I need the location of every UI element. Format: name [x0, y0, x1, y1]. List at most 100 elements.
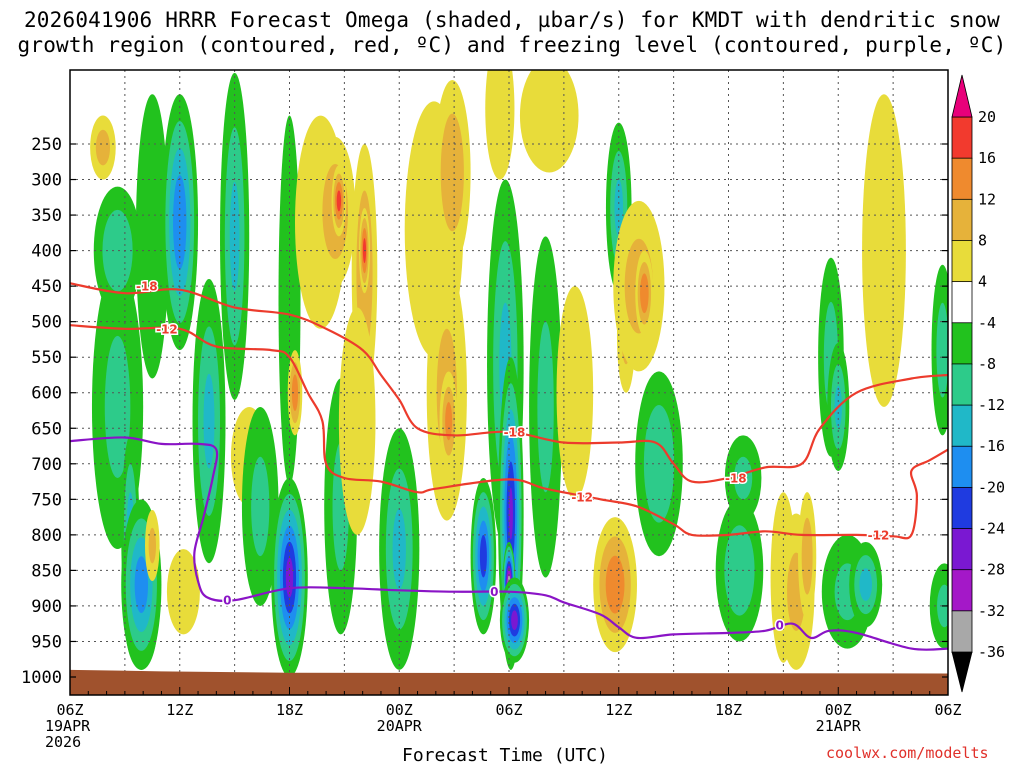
omega-contour-fill	[508, 487, 513, 540]
omega-cell	[135, 94, 169, 379]
x-tick-label: 2026	[45, 733, 81, 751]
colorbar-band	[951, 445, 973, 489]
x-tick-label: 18Z	[715, 701, 742, 719]
omega-cell	[379, 428, 420, 670]
colorbar-top-arrow	[951, 74, 973, 118]
colorbar-band	[951, 198, 973, 242]
omega-cell	[485, 70, 515, 180]
omega-cell	[593, 517, 637, 653]
isotherm-minus12-label: -12	[868, 528, 890, 542]
colorbar-band	[951, 363, 973, 406]
omega-contour-fill	[519, 70, 579, 173]
freezing-level-line-label: 0	[776, 619, 784, 633]
omega-contour-fill	[148, 527, 157, 564]
colorbar-tick-label: -8	[978, 355, 996, 373]
x-tick-label: 00Z	[386, 701, 413, 719]
omega-cell	[220, 72, 250, 400]
omega-contour-fill	[95, 129, 111, 166]
omega-cell	[161, 94, 199, 351]
y-tick-label: 250	[31, 135, 62, 155]
colorbar-band	[951, 569, 973, 612]
y-tick-label: 900	[31, 597, 62, 617]
y-tick-label: 400	[31, 242, 62, 262]
isotherm-minus12-label: -12	[571, 491, 593, 505]
omega-contour-fill	[251, 456, 270, 557]
omega-contour-fill	[936, 302, 948, 398]
x-axis-label: Forecast Time (UTC)	[402, 745, 608, 766]
colorbar-tick-label: 8	[978, 231, 987, 249]
omega-cell	[849, 542, 883, 628]
omega-cell	[331, 165, 347, 237]
isotherm-minus18	[70, 282, 948, 484]
omega-cell	[499, 577, 530, 663]
omega-contour-fill	[203, 373, 215, 469]
y-tick-label: 950	[31, 632, 62, 652]
omega-contour-fill	[135, 94, 169, 379]
y-tick-label: 1000	[21, 668, 62, 688]
freezing-level-line-label: 0	[223, 594, 231, 608]
y-tick-label: 750	[31, 490, 62, 510]
omega-contour-fill	[173, 175, 187, 270]
omega-contour-fill	[859, 568, 872, 602]
colorbar-tick-label: -20	[978, 478, 1005, 496]
omega-contour-fill	[511, 610, 518, 630]
omega-cell	[724, 435, 762, 521]
isotherm-minus18-label: -18	[504, 425, 526, 439]
isotherm-minus18-label: -18	[136, 280, 158, 294]
y-tick-label: 850	[31, 561, 62, 581]
x-tick-label: 06Z	[56, 701, 83, 719]
y-tick-label: 650	[31, 419, 62, 439]
omega-cell	[90, 115, 116, 180]
omega-contour-fill	[134, 556, 149, 614]
x-tick-label: 06Z	[495, 701, 522, 719]
colorbar-band	[951, 116, 973, 160]
omega-contour-fill	[336, 190, 342, 212]
omega-contour-fill	[801, 517, 813, 595]
omega-cell	[529, 236, 563, 578]
omega-cell	[241, 406, 279, 606]
colorbar-band	[951, 404, 973, 448]
colorbar-band	[951, 322, 973, 365]
chart-title: 2026041906 HRRR Forecast Omega (shaded, …	[0, 8, 1024, 58]
omega-cell	[271, 478, 308, 678]
colorbar-band	[951, 157, 973, 201]
x-tick-label: 00Z	[825, 701, 852, 719]
colorbar-tick-label: -12	[978, 396, 1005, 414]
colorbar-tick-label: 16	[978, 149, 996, 167]
isotherm-minus12-label: -12	[156, 322, 178, 336]
omega-contour-fill	[485, 70, 515, 180]
omega-contour-fill	[724, 525, 755, 616]
omega-cell	[287, 350, 303, 436]
y-tick-label: 800	[31, 526, 62, 546]
colorbar-band	[951, 240, 973, 283]
x-tick-label: 20APR	[377, 717, 423, 735]
omega-shading	[90, 70, 948, 678]
y-tick-label: 450	[31, 277, 62, 297]
omega-cell	[798, 492, 817, 621]
colorbar-tick-label: -28	[978, 561, 1005, 579]
omega-contour-fill	[102, 209, 133, 292]
y-tick-label: 300	[31, 171, 62, 191]
colorbar-tick-label: -36	[978, 643, 1005, 661]
colorbar-tick-label: 12	[978, 190, 996, 208]
omega-contour-fill	[537, 321, 554, 493]
y-tick-label: 500	[31, 313, 62, 333]
title-line-2: growth region (contoured, red, ºC) and f…	[17, 33, 1007, 57]
omega-contour-fill	[440, 113, 464, 232]
omega-contour-fill	[229, 181, 240, 291]
omega-contour-fill	[392, 508, 406, 590]
colorbar-tick-label: 4	[978, 273, 987, 291]
omega-contour-fill	[605, 555, 625, 614]
omega-contour-fill	[614, 179, 624, 237]
title-line-1: 2026041906 HRRR Forecast Omega (shaded, …	[23, 8, 1001, 32]
x-tick-label: 21APR	[816, 717, 862, 735]
colorbar-band	[951, 486, 973, 530]
credit-link[interactable]: coolwx.com/modelts	[826, 744, 989, 762]
colorbar-tick-label: 20	[978, 108, 996, 126]
x-tick-label: 12Z	[605, 701, 632, 719]
x-tick-label: 06Z	[934, 701, 961, 719]
omega-cell	[93, 186, 142, 315]
x-tick-label: 19APR	[45, 717, 91, 735]
x-tick-label: 18Z	[276, 701, 303, 719]
